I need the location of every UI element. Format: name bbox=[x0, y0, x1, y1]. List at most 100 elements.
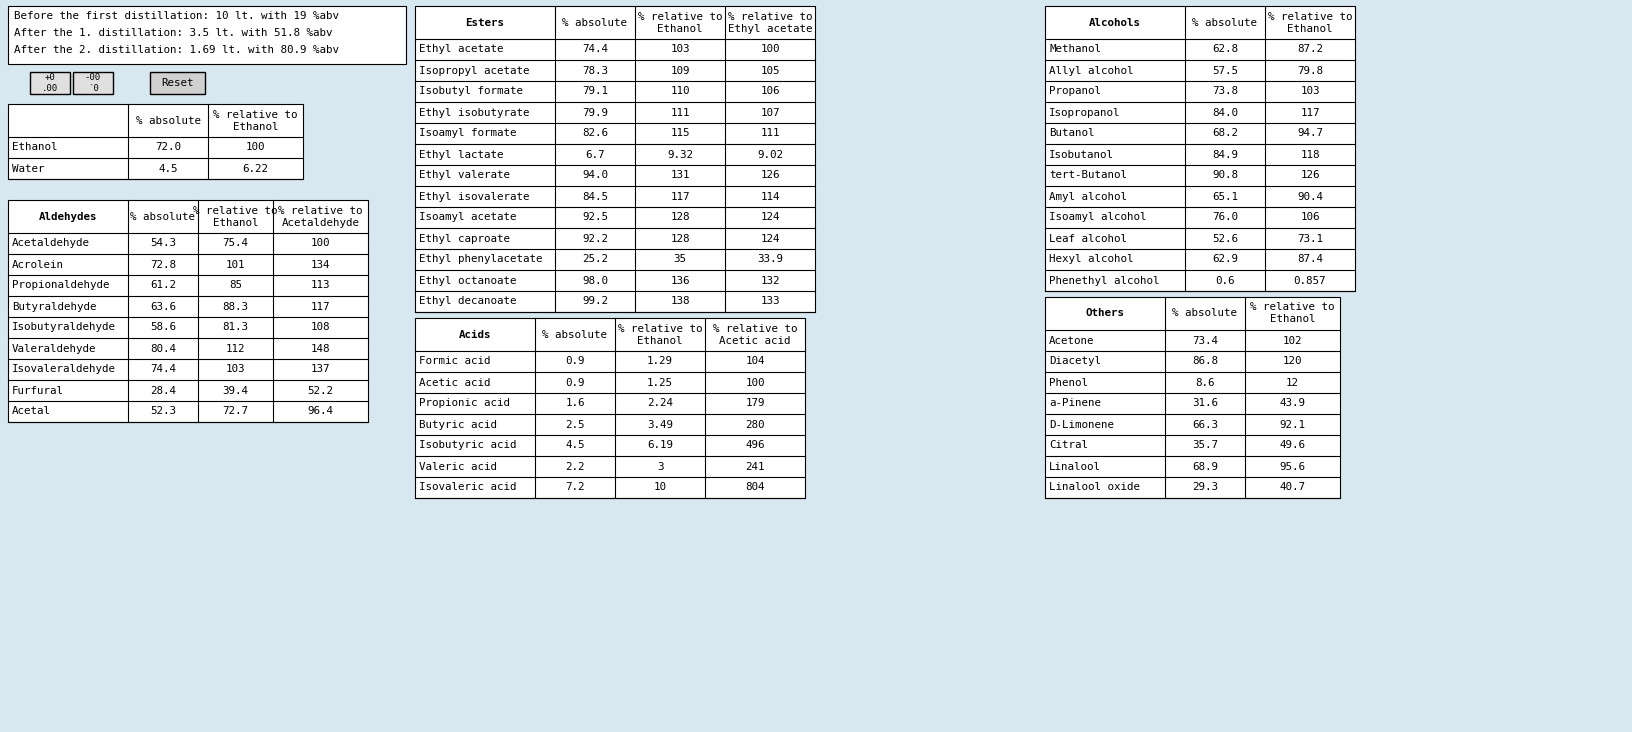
Text: Ethyl phenylacetate: Ethyl phenylacetate bbox=[419, 255, 542, 264]
Text: 100: 100 bbox=[310, 239, 330, 248]
Text: Acetal: Acetal bbox=[11, 406, 51, 417]
Text: 98.0: 98.0 bbox=[583, 275, 609, 285]
Text: % relative to: % relative to bbox=[214, 110, 297, 119]
Text: 128: 128 bbox=[671, 212, 690, 223]
Text: Acetone: Acetone bbox=[1049, 335, 1095, 346]
Bar bbox=[1044, 297, 1340, 498]
Text: 2.2: 2.2 bbox=[565, 461, 584, 471]
Text: 103: 103 bbox=[225, 365, 245, 375]
Text: a-Pinene: a-Pinene bbox=[1049, 398, 1102, 408]
Text: 117: 117 bbox=[1301, 108, 1320, 118]
Text: Valeraldehyde: Valeraldehyde bbox=[11, 343, 96, 354]
Text: 111: 111 bbox=[761, 129, 780, 138]
Text: Phenethyl alcohol: Phenethyl alcohol bbox=[1049, 275, 1159, 285]
Text: 0.9: 0.9 bbox=[565, 356, 584, 367]
Text: Esters: Esters bbox=[465, 18, 504, 28]
Text: 72.8: 72.8 bbox=[150, 260, 176, 269]
Text: 3.49: 3.49 bbox=[646, 419, 672, 430]
Text: 114: 114 bbox=[761, 192, 780, 201]
Text: 90.4: 90.4 bbox=[1297, 192, 1324, 201]
Text: 1.6: 1.6 bbox=[565, 398, 584, 408]
Text: 94.0: 94.0 bbox=[583, 171, 609, 181]
Text: Methanol: Methanol bbox=[1049, 45, 1102, 54]
Text: Alcohols: Alcohols bbox=[1089, 18, 1141, 28]
Text: 28.4: 28.4 bbox=[150, 386, 176, 395]
Text: 88.3: 88.3 bbox=[222, 302, 248, 312]
Text: 117: 117 bbox=[310, 302, 330, 312]
Text: 79.1: 79.1 bbox=[583, 86, 609, 97]
Text: After the 1. distillation: 3.5 lt. with 51.8 %abv: After the 1. distillation: 3.5 lt. with … bbox=[15, 28, 333, 38]
Text: 81.3: 81.3 bbox=[222, 323, 248, 332]
Text: Furfural: Furfural bbox=[11, 386, 64, 395]
Text: 12: 12 bbox=[1286, 378, 1299, 387]
Text: 148: 148 bbox=[310, 343, 330, 354]
Text: Isoamyl alcohol: Isoamyl alcohol bbox=[1049, 212, 1147, 223]
Text: 104: 104 bbox=[746, 356, 765, 367]
Text: Isovaleric acid: Isovaleric acid bbox=[419, 482, 516, 493]
Text: 61.2: 61.2 bbox=[150, 280, 176, 291]
Text: 57.5: 57.5 bbox=[1213, 65, 1239, 75]
Text: Phenol: Phenol bbox=[1049, 378, 1089, 387]
Text: Ethyl acetate: Ethyl acetate bbox=[728, 23, 813, 34]
Text: % relative to: % relative to bbox=[713, 324, 798, 334]
Text: 100: 100 bbox=[246, 143, 266, 152]
Text: 108: 108 bbox=[310, 323, 330, 332]
Text: Valeric acid: Valeric acid bbox=[419, 461, 498, 471]
Text: 131: 131 bbox=[671, 171, 690, 181]
Text: 35.7: 35.7 bbox=[1191, 441, 1217, 450]
Text: 101: 101 bbox=[225, 260, 245, 269]
Text: -00
′0: -00 ′0 bbox=[85, 73, 101, 93]
Text: Propionaldehyde: Propionaldehyde bbox=[11, 280, 109, 291]
Text: Acetic acid: Acetic acid bbox=[720, 335, 792, 346]
Text: 73.1: 73.1 bbox=[1297, 234, 1324, 244]
Text: 112: 112 bbox=[225, 343, 245, 354]
Bar bbox=[415, 318, 805, 498]
Text: 134: 134 bbox=[310, 260, 330, 269]
Text: % absolute: % absolute bbox=[135, 116, 201, 125]
Bar bbox=[8, 104, 304, 179]
Text: 113: 113 bbox=[310, 280, 330, 291]
Bar bbox=[415, 6, 814, 312]
Text: % absolute: % absolute bbox=[563, 18, 627, 28]
Text: Diacetyl: Diacetyl bbox=[1049, 356, 1102, 367]
Text: % relative to: % relative to bbox=[1250, 302, 1335, 313]
Text: % absolute: % absolute bbox=[1193, 18, 1258, 28]
Text: D-Limonene: D-Limonene bbox=[1049, 419, 1115, 430]
Text: 126: 126 bbox=[761, 171, 780, 181]
Text: 25.2: 25.2 bbox=[583, 255, 609, 264]
Text: 124: 124 bbox=[761, 212, 780, 223]
Text: 124: 124 bbox=[761, 234, 780, 244]
Text: 103: 103 bbox=[1301, 86, 1320, 97]
Text: 107: 107 bbox=[761, 108, 780, 118]
Text: 111: 111 bbox=[671, 108, 690, 118]
Text: 241: 241 bbox=[746, 461, 765, 471]
Text: 128: 128 bbox=[671, 234, 690, 244]
Text: 39.4: 39.4 bbox=[222, 386, 248, 395]
Text: 78.3: 78.3 bbox=[583, 65, 609, 75]
Text: 0.9: 0.9 bbox=[565, 378, 584, 387]
Text: 110: 110 bbox=[671, 86, 690, 97]
Text: 1.29: 1.29 bbox=[646, 356, 672, 367]
Text: 9.32: 9.32 bbox=[667, 149, 694, 160]
Text: Ethanol: Ethanol bbox=[212, 217, 258, 228]
Text: Isoamyl formate: Isoamyl formate bbox=[419, 129, 516, 138]
Text: 120: 120 bbox=[1283, 356, 1302, 367]
Text: % relative to: % relative to bbox=[619, 324, 702, 334]
Text: 138: 138 bbox=[671, 296, 690, 307]
Text: 6.19: 6.19 bbox=[646, 441, 672, 450]
Text: 102: 102 bbox=[1283, 335, 1302, 346]
Text: 68.9: 68.9 bbox=[1191, 461, 1217, 471]
Text: 4.5: 4.5 bbox=[158, 163, 178, 173]
Text: 92.1: 92.1 bbox=[1279, 419, 1306, 430]
Text: 133: 133 bbox=[761, 296, 780, 307]
Text: 87.4: 87.4 bbox=[1297, 255, 1324, 264]
Text: Water: Water bbox=[11, 163, 44, 173]
Text: 96.4: 96.4 bbox=[307, 406, 333, 417]
Text: 79.9: 79.9 bbox=[583, 108, 609, 118]
Text: Butyric acid: Butyric acid bbox=[419, 419, 498, 430]
Text: 496: 496 bbox=[746, 441, 765, 450]
Text: % relative to: % relative to bbox=[728, 12, 813, 21]
Text: Amyl alcohol: Amyl alcohol bbox=[1049, 192, 1128, 201]
Text: % absolute: % absolute bbox=[542, 329, 607, 340]
Text: Formic acid: Formic acid bbox=[419, 356, 491, 367]
